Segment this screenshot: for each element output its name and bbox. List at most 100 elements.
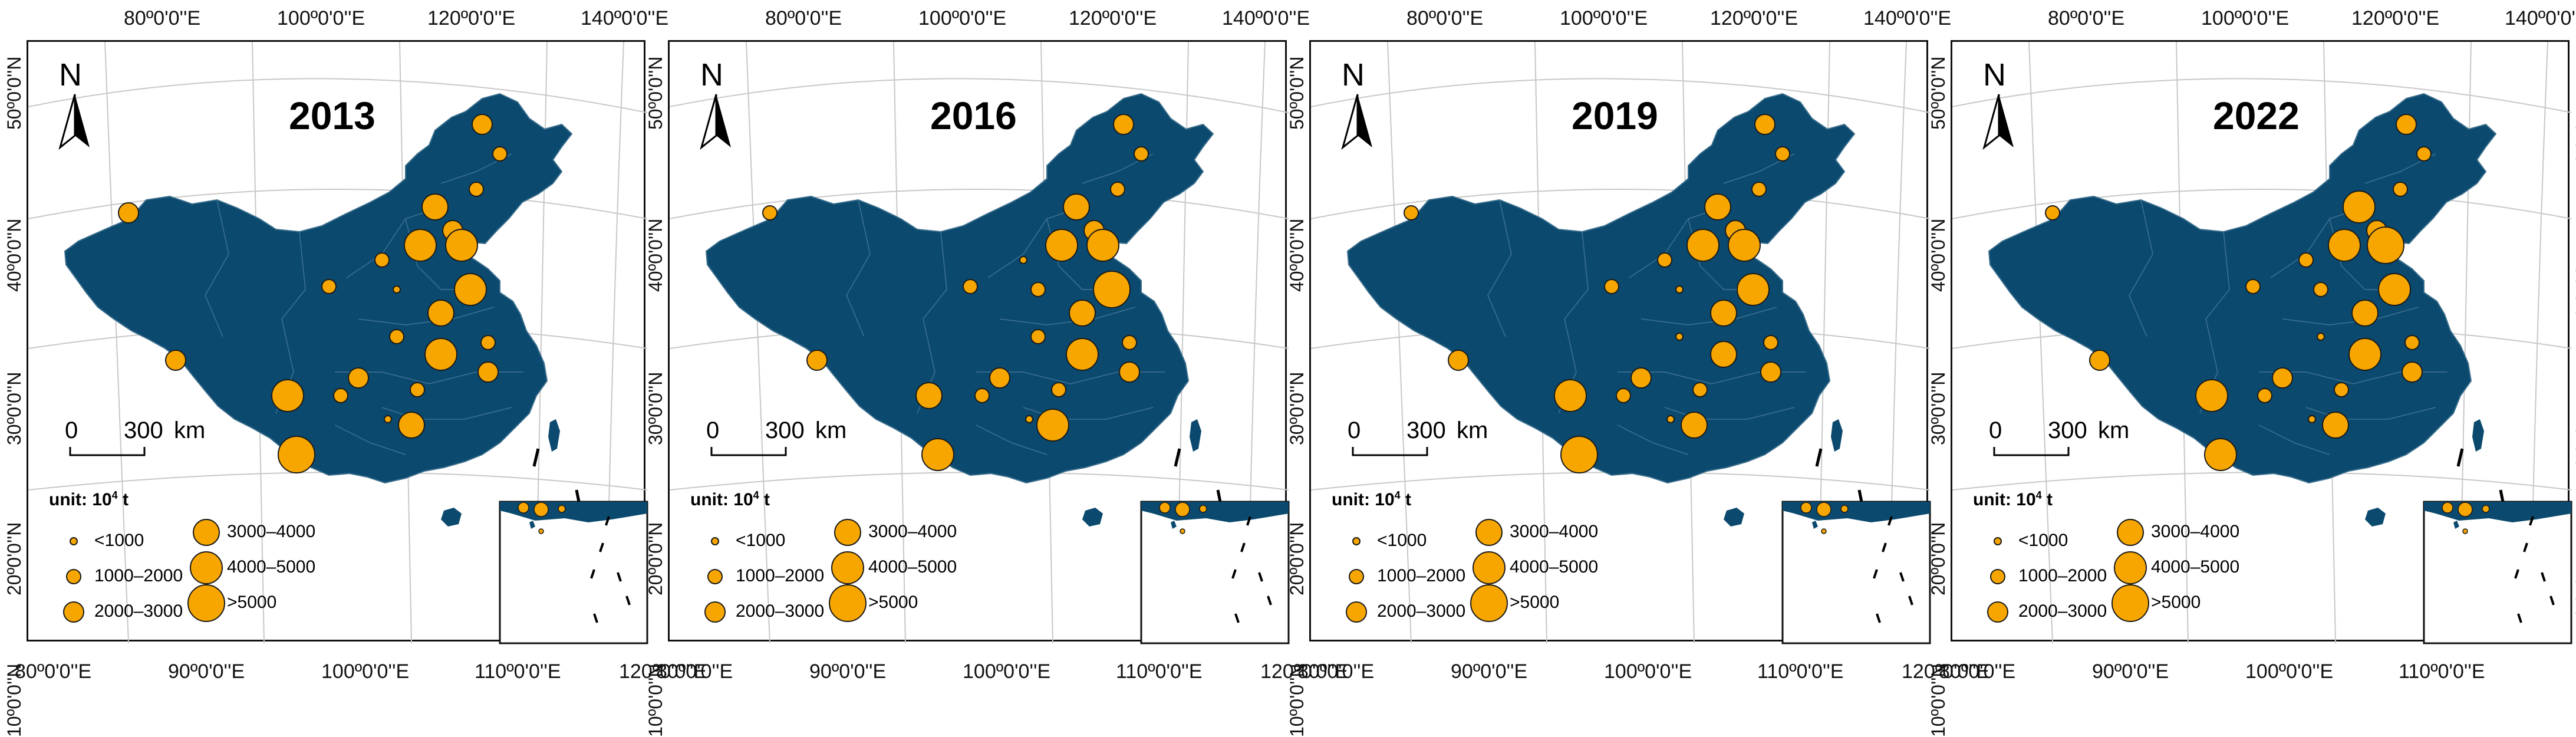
longitude-label-bottom: 120º0'0''E: [619, 660, 707, 683]
map-figure: 2013 N 0 300 km unit: 104 t <1000 1000–2000 2000…: [4, 0, 2576, 737]
longitude-label-top: 80º0'0''E: [2048, 7, 2125, 29]
province-boundary: [1641, 307, 1777, 325]
symbol-jilin: [1134, 146, 1149, 162]
graticule-line: [2028, 41, 2053, 644]
graticule-line: [669, 189, 1289, 219]
symbol-hubei: [389, 329, 404, 344]
latitude-label-left: 10º0'0''N: [1286, 663, 1307, 737]
legend-label: <1000: [736, 531, 786, 550]
legend-symbol: [187, 584, 225, 622]
symbol-beijing: [1063, 193, 1090, 221]
north-label: N: [59, 57, 82, 93]
boundary-dash: [532, 448, 540, 467]
legend-label: >5000: [868, 593, 918, 612]
symbol-beijing: [421, 193, 449, 221]
symbol-jilin: [1775, 146, 1790, 162]
panel-year-title: 2022: [2213, 94, 2300, 137]
symbol-shandong: [445, 229, 478, 262]
longitude-label-bottom: 100º0'0''E: [963, 660, 1051, 683]
symbol-guizhou: [333, 388, 348, 403]
longitude-label-top: 140º0'0''E: [1222, 7, 1310, 29]
symbol-jiangsu: [2378, 273, 2411, 306]
panel-year-title: 2016: [930, 94, 1017, 137]
symbol-anhui: [1069, 300, 1096, 327]
longitude-label-top: 100º0'0''E: [1560, 7, 1648, 29]
map-canvas: [1310, 41, 1931, 644]
legend-label: >5000: [227, 593, 277, 612]
hainan-island: [1724, 508, 1744, 527]
taiwan-island: [2472, 419, 2484, 452]
scale-unit: km: [174, 417, 206, 443]
north-arrow-icon: [1982, 94, 2014, 150]
legend-label: 4000–5000: [2151, 557, 2240, 577]
scale-bar: [1352, 447, 1428, 456]
legend-symbol: [70, 537, 78, 545]
unit-label: unit: 104 t: [1973, 489, 2053, 509]
legend-symbol: [2111, 584, 2149, 622]
panel-year-title: 2019: [1572, 94, 1658, 137]
longitude-label-top: 80º0'0''E: [124, 7, 201, 29]
symbol-hebei: [1686, 229, 1719, 262]
scale-unit: km: [2098, 417, 2130, 443]
symbol-jiangxi: [2348, 338, 2381, 371]
boundary-dash: [1815, 448, 1823, 467]
map-canvas: [28, 41, 648, 644]
boundary-dash: [1174, 448, 1181, 467]
scale-distance: 300: [2048, 417, 2087, 443]
symbol-henan: [1657, 252, 1672, 268]
map-panel-2022: 2022 N 0 300 km unit: 104 t <1000 1000–2000 2000…: [1924, 0, 2576, 737]
symbol-henan: [2298, 252, 2314, 268]
latitude-label-left: 10º0'0''N: [1928, 663, 1949, 737]
symbol-jiangsu: [1737, 273, 1770, 306]
symbol-guizhou: [1616, 388, 1631, 403]
symbol-zhejiang: [1763, 335, 1778, 350]
symbol-hubei: [1030, 329, 1046, 344]
symbol-anhui: [2351, 300, 2379, 327]
north-label: N: [1983, 57, 2006, 93]
latitude-label-left: 50º0'0''N: [1928, 56, 1949, 130]
scale-distance: 300: [1406, 417, 1446, 443]
map-panel-2019: 2019 N 0 300 km unit: 104 t <1000 1000–2000 2000…: [1283, 0, 1989, 737]
china-landmass: [1346, 93, 1856, 484]
symbol-chongqing: [989, 367, 1010, 389]
symbol-tibet: [1448, 350, 1469, 371]
legend-symbol: [63, 601, 84, 623]
symbol-guangxi: [1666, 415, 1675, 423]
longitude-label-bottom: 100º0'0''E: [2245, 660, 2334, 683]
legend-symbol: [2117, 519, 2144, 546]
symbol-anhui: [1710, 300, 1737, 327]
china-landmass: [1988, 93, 2497, 484]
unit-label: unit: 104 t: [49, 489, 129, 509]
latitude-label-left: 20º0'0''N: [1928, 522, 1949, 595]
latitude-label-left: 30º0'0''N: [1286, 371, 1307, 445]
scale-bar: [69, 447, 146, 456]
symbol-fujian: [1760, 361, 1781, 383]
symbol-hunan: [1692, 382, 1708, 397]
legend-label: 1000–2000: [94, 566, 183, 585]
symbol-guangxi: [384, 415, 392, 423]
province-boundary: [381, 407, 512, 420]
scale-unit: km: [1457, 417, 1488, 443]
province-boundary: [999, 307, 1136, 325]
symbol-hebei: [2328, 229, 2361, 262]
north-arrow-icon: [58, 94, 90, 150]
symbol-shandong: [2367, 226, 2404, 264]
symbol-guangdong: [2322, 412, 2349, 439]
symbol-beijing: [2343, 190, 2376, 223]
symbol-shaanxi: [963, 279, 978, 294]
province-boundary: [205, 199, 229, 337]
longitude-label-bottom: 90º0'0''E: [1451, 660, 1528, 683]
longitude-label-bottom: 100º0'0''E: [321, 660, 410, 683]
scale-unit: km: [815, 417, 847, 443]
north-label: N: [700, 57, 723, 93]
symbol-liaoning: [1110, 182, 1125, 197]
longitude-label-top: 120º0'0''E: [2351, 7, 2440, 29]
longitude-label-bottom: 110º0'0''E: [2399, 660, 2485, 683]
province-boundary: [846, 199, 871, 337]
legend-label: 4000–5000: [227, 557, 316, 577]
symbol-zhejiang: [1122, 335, 1137, 350]
map-panel-2016: 2016 N 0 300 km unit: 104 t <1000 1000–2000 2000…: [641, 0, 1348, 737]
scale-bar: [1993, 447, 2070, 456]
legend-label: 2000–3000: [736, 601, 825, 621]
symbol-jiangxi: [424, 338, 457, 371]
